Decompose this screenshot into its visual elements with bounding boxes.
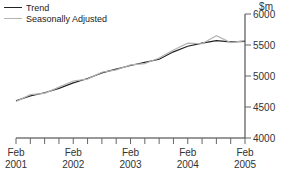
svg-text:Feb: Feb bbox=[122, 147, 140, 158]
svg-text:2002: 2002 bbox=[62, 159, 85, 170]
svg-text:5000: 5000 bbox=[253, 71, 275, 82]
html-text:Trend: Trend bbox=[26, 2, 50, 13]
svg-text:2003: 2003 bbox=[119, 159, 142, 170]
svg-text:4500: 4500 bbox=[253, 102, 275, 113]
svg-text:4000: 4000 bbox=[253, 133, 275, 144]
svg-text:2001: 2001 bbox=[8, 159, 28, 170]
svg-text:Feb: Feb bbox=[236, 147, 254, 158]
svg-text:2004: 2004 bbox=[177, 159, 200, 170]
html-text:$m: $m bbox=[259, 1, 273, 12]
svg-text:Feb: Feb bbox=[8, 147, 25, 158]
svg-text:Feb: Feb bbox=[179, 147, 197, 158]
svg-text:5500: 5500 bbox=[253, 40, 275, 51]
html-text:Seasonally Adjusted: Seasonally Adjusted bbox=[26, 13, 108, 24]
svg-text:Feb: Feb bbox=[65, 147, 83, 158]
svg-text:2005: 2005 bbox=[234, 159, 257, 170]
